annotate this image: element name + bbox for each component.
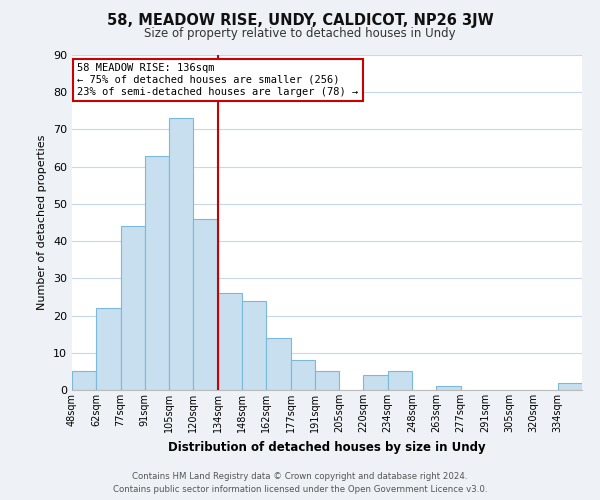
Text: 58, MEADOW RISE, UNDY, CALDICOT, NP26 3JW: 58, MEADOW RISE, UNDY, CALDICOT, NP26 3J… [107,12,493,28]
Bar [145,156,169,390]
Bar [266,338,290,390]
Text: Contains HM Land Registry data © Crown copyright and database right 2024.
Contai: Contains HM Land Registry data © Crown c… [113,472,487,494]
Bar [364,375,388,390]
Bar [96,308,121,390]
Bar [72,372,96,390]
Bar [558,382,582,390]
Bar [290,360,315,390]
Text: Size of property relative to detached houses in Undy: Size of property relative to detached ho… [144,28,456,40]
Bar [121,226,145,390]
Y-axis label: Number of detached properties: Number of detached properties [37,135,47,310]
Bar [193,219,218,390]
Bar [218,293,242,390]
Bar [242,300,266,390]
Bar [315,372,339,390]
Bar [436,386,461,390]
Bar [388,372,412,390]
Text: 58 MEADOW RISE: 136sqm
← 75% of detached houses are smaller (256)
23% of semi-de: 58 MEADOW RISE: 136sqm ← 75% of detached… [77,64,358,96]
X-axis label: Distribution of detached houses by size in Undy: Distribution of detached houses by size … [168,440,486,454]
Bar [169,118,193,390]
